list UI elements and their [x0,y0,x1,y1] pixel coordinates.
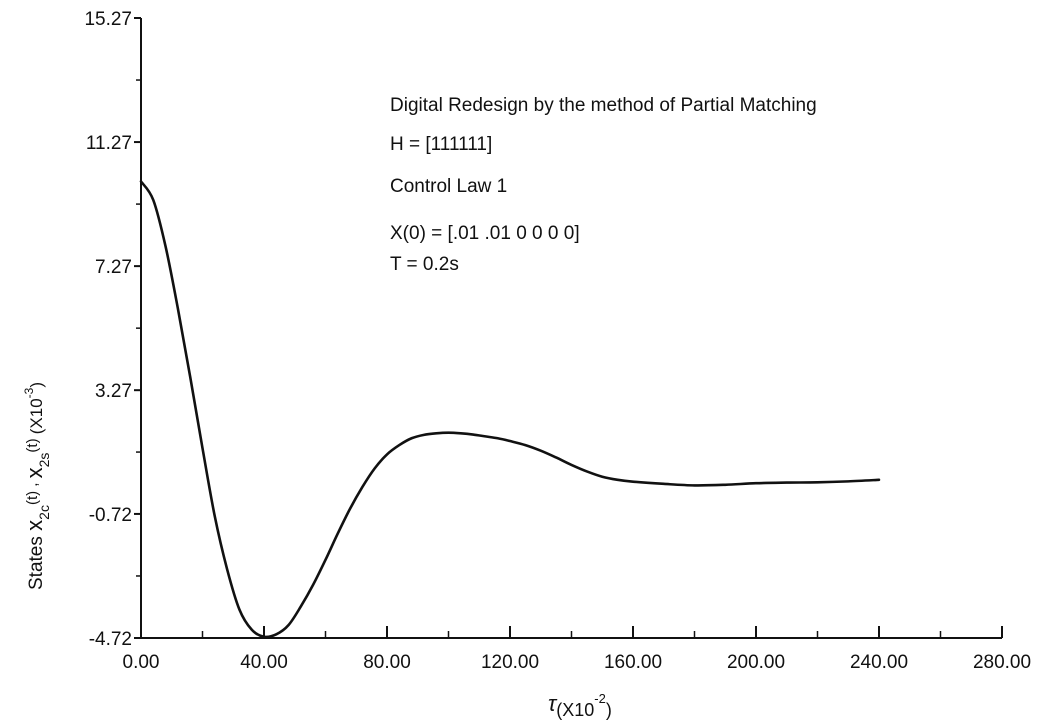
y-axis-label-var1-sub: 2c [36,505,52,520]
x-axis-label-unit: (X10 [556,700,594,720]
y-axis-label-prefix: States [26,531,47,590]
annotation-initial-state: X(0) = [.01 .01 0 0 0 0] [390,223,580,244]
x-axis-label: τ(X10-2) [548,691,612,720]
y-axis-label-var1-arg: (t) , [24,478,41,505]
y-axis-label-unit-close: ) [27,382,46,388]
y-axis-label-exp: -3 [22,387,36,398]
x-tick-label: 160.00 [604,652,662,673]
y-tick-label: 15.27 [84,9,132,30]
x-tick-label: 240.00 [850,652,908,673]
x-axis-label-unit-close: ) [606,700,612,720]
y-axis-label-var1: x [22,520,47,531]
annotation-block: Digital Redesign by the method of Partia… [390,95,817,275]
series-line-0 [139,180,881,639]
x-tick-label: 0.00 [123,652,160,673]
y-tick-label: -4.72 [89,629,132,650]
annotation-sample-period: T = 0.2s [390,254,459,275]
y-tick-label: 7.27 [95,257,132,278]
x-ticks: 0.00 40.00 80.00 120.00 160.00 200.00 240.00 28… [123,626,1031,673]
annotation-title: Digital Redesign by the method of Partia… [390,95,817,116]
x-tick-label: 80.00 [363,652,411,673]
annotation-h-vector: H = [111111] [390,134,492,155]
x-axis-label-symbol: τ [548,691,558,716]
y-axis-label-var2-sub: 2s [36,453,52,468]
y-axis-label-var2: x [22,467,47,478]
x-tick-label: 120.00 [481,652,539,673]
y-tick-label: 3.27 [95,381,132,402]
x-tick-label: 40.00 [240,652,288,673]
y-tick-label: -0.72 [89,505,132,526]
y-ticks: -4.72 -0.72 3.27 7.27 11.27 15.27 [84,9,141,650]
series-layer [139,180,881,639]
y-tick-label: 11.27 [86,133,132,154]
annotation-control-law: Control Law 1 [390,176,507,197]
y-axis-label-unit: (X10 [27,398,46,434]
x-tick-label: 280.00 [973,652,1031,673]
y-axis-label: States x2c(t) , x2s(t) (X10-3) [22,382,52,590]
x-tick-label: 200.00 [727,652,785,673]
x-axis-label-exp: -2 [594,691,606,706]
svg-text:States x2c(t) , x2s(t) (X10-3: States x2c(t) , x2s(t) (X10-3) [22,382,52,590]
y-axis-label-var2-arg: (t) [24,434,41,452]
